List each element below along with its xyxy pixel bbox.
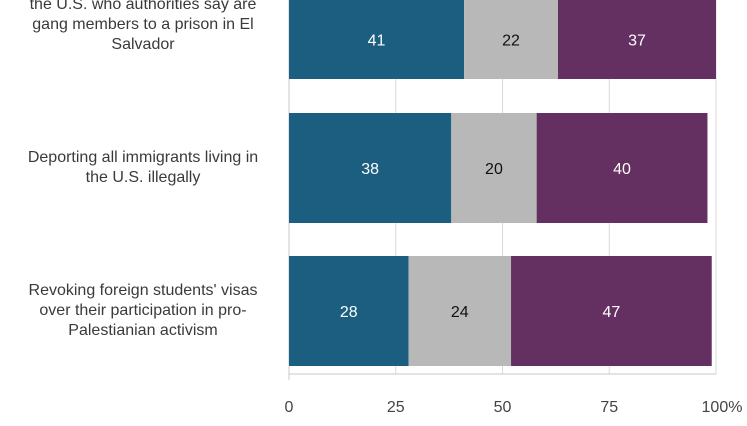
data-label: 47 xyxy=(602,304,620,321)
category-label-1: the U.S. who authorities say are gang me… xyxy=(29,0,257,53)
data-label: 41 xyxy=(368,33,386,50)
data-label: 38 xyxy=(361,161,379,178)
bar-segment xyxy=(289,0,465,79)
data-label: 37 xyxy=(628,33,646,50)
x-tick-label: 25 xyxy=(387,399,405,416)
bar-segment xyxy=(289,113,452,223)
bar-segment xyxy=(511,256,712,366)
bar-segment xyxy=(558,0,716,79)
x-tick-label: 0 xyxy=(285,399,294,416)
category-label-3: Revoking foreign students' visas over th… xyxy=(28,282,258,339)
bar-segment xyxy=(408,256,512,366)
bar-segment xyxy=(289,256,409,366)
data-label: 40 xyxy=(613,161,631,178)
bar-segment xyxy=(536,113,708,223)
data-label: 20 xyxy=(485,161,503,178)
category-label-2: Deporting all immigrants living in the U… xyxy=(27,149,259,186)
x-tick-label: 50 xyxy=(494,399,512,416)
bar-segment xyxy=(464,0,559,79)
x-tick-label: 75 xyxy=(600,399,618,416)
x-tick-label: 100% xyxy=(702,399,743,416)
data-label: 24 xyxy=(451,304,469,321)
data-label: 28 xyxy=(340,304,358,321)
data-label: 22 xyxy=(502,33,520,50)
bar-segment xyxy=(451,113,537,223)
